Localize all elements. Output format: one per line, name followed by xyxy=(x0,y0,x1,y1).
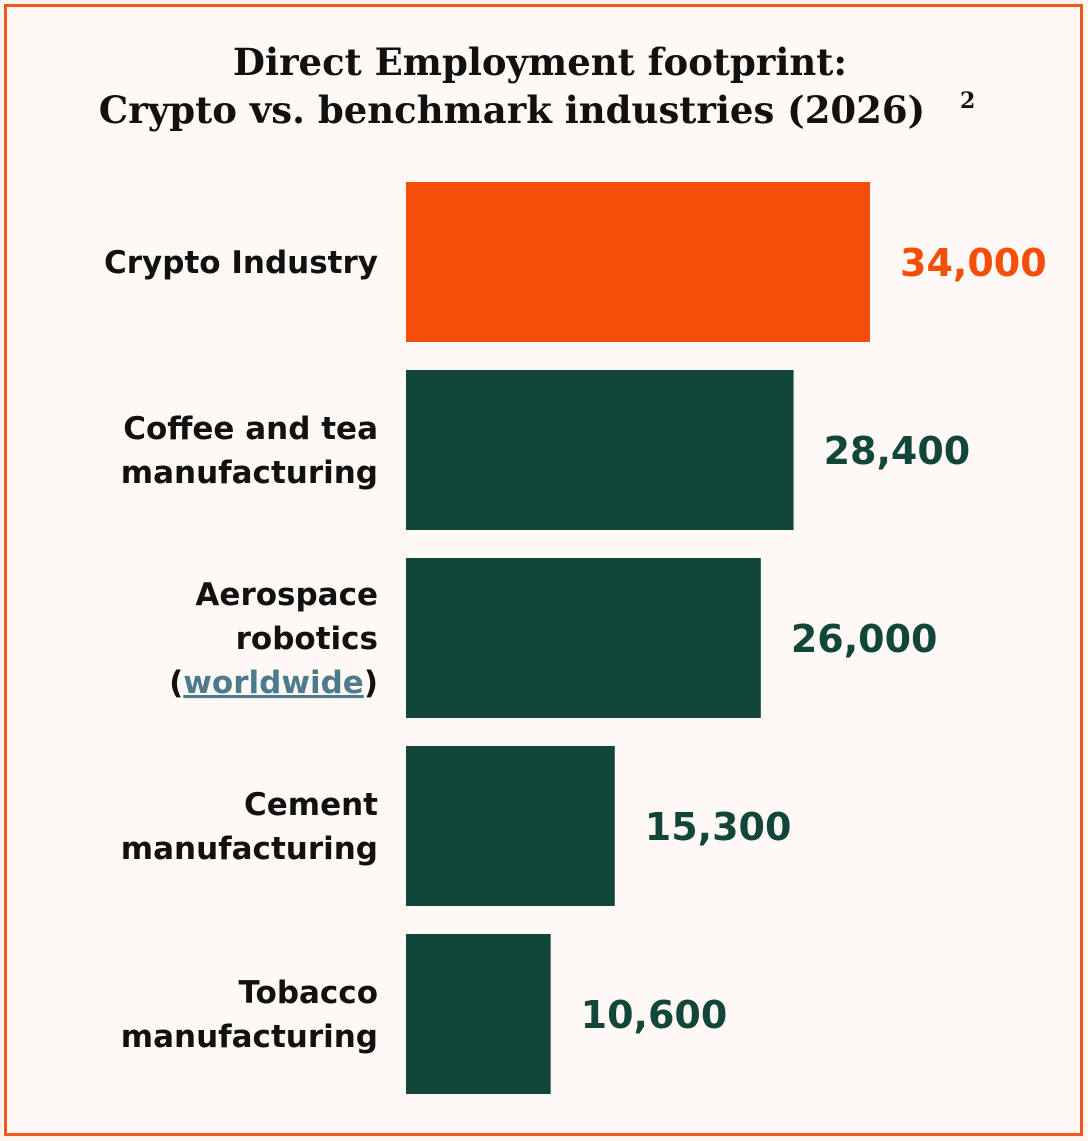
category-label-4-0: Tobacco xyxy=(239,975,379,1011)
bar-0 xyxy=(406,182,870,342)
category-label-2-0: Aerospace xyxy=(195,577,378,613)
bar-4 xyxy=(406,934,551,1094)
value-label-1: 28,400 xyxy=(824,429,971,473)
value-label-4: 10,600 xyxy=(581,993,728,1037)
category-label-2-2: (worldwide) xyxy=(169,665,378,701)
category-label-2-1: robotics xyxy=(236,621,378,657)
footnote-marker: 2 xyxy=(960,88,976,114)
chart-title-line1: Direct Employment footprint: xyxy=(232,40,848,84)
bar-2 xyxy=(406,558,761,718)
category-label-1-1: manufacturing xyxy=(121,455,378,491)
chart-title: Direct Employment footprint: Crypto vs. … xyxy=(0,38,1080,134)
value-label-2: 26,000 xyxy=(791,617,938,661)
value-label-0: 34,000 xyxy=(900,241,1047,285)
bar-1 xyxy=(406,370,794,530)
worldwide-link[interactable]: worldwide xyxy=(183,665,364,701)
category-label-3-0: Cement xyxy=(244,787,378,823)
category-label-0-0: Crypto Industry xyxy=(104,245,378,281)
category-label-3-1: manufacturing xyxy=(121,831,378,867)
bar-3 xyxy=(406,746,615,906)
chart-title-line2: Crypto vs. benchmark industries (2026) xyxy=(98,88,926,132)
category-label-4-1: manufacturing xyxy=(121,1019,378,1055)
value-label-3: 15,300 xyxy=(645,805,792,849)
category-label-1-0: Coffee and tea xyxy=(123,411,378,447)
